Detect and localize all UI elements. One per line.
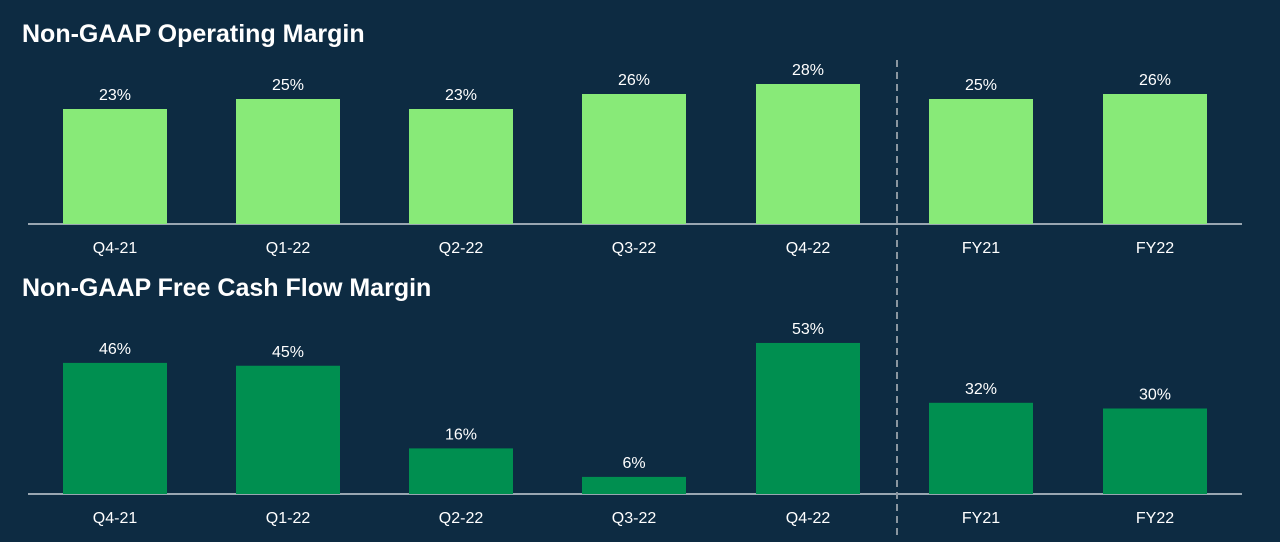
data-label: 45%: [272, 344, 304, 361]
x-tick-label: Q4-22: [786, 510, 831, 527]
x-tick-label: Q1-22: [266, 510, 311, 527]
operating-margin-chart: Non-GAAP Operating Margin 23% Q4-21 25% Q1-…: [22, 20, 1242, 257]
x-tick-label: Q3-22: [612, 240, 657, 257]
free-cash-flow-margin-chart: Non-GAAP Free Cash Flow Margin 46% Q4-21 4…: [22, 274, 1242, 527]
bar-q3-22: [582, 476, 686, 494]
data-label: 23%: [99, 87, 131, 104]
bar-q4-22: [756, 342, 860, 494]
chart-title: Non-GAAP Free Cash Flow Margin: [22, 274, 431, 302]
x-tick-label: Q2-22: [439, 510, 484, 527]
bar-fy22: [1103, 408, 1207, 494]
bar-q2-22: [409, 448, 513, 494]
bar-q4-21: [63, 362, 167, 494]
data-label: 25%: [272, 77, 304, 94]
x-tick-label: Q2-22: [439, 240, 484, 257]
data-label: 25%: [965, 77, 997, 94]
x-tick-label: Q4-21: [93, 240, 138, 257]
bar-fy21: [929, 402, 1033, 494]
bar-fy21: [929, 99, 1033, 224]
x-tick-label: Q1-22: [266, 240, 311, 257]
data-label: 30%: [1139, 387, 1171, 404]
data-label: 26%: [1139, 72, 1171, 89]
bar-q4-22: [756, 84, 860, 224]
x-tick-label: FY21: [962, 240, 1000, 257]
data-label: 23%: [445, 87, 477, 104]
bar-fy22: [1103, 94, 1207, 224]
x-tick-label: FY22: [1136, 240, 1174, 257]
bar-q1-22: [236, 365, 340, 494]
data-label: 16%: [445, 426, 477, 443]
data-label: 53%: [792, 321, 824, 338]
bar-q3-22: [582, 94, 686, 224]
x-tick-label: Q4-22: [786, 240, 831, 257]
x-tick-label: FY22: [1136, 510, 1174, 527]
data-label: 32%: [965, 381, 997, 398]
bar-q2-22: [409, 109, 513, 224]
data-label: 46%: [99, 341, 131, 358]
chart-title: Non-GAAP Operating Margin: [22, 20, 365, 48]
x-tick-label: FY21: [962, 510, 1000, 527]
data-label: 6%: [622, 455, 645, 472]
x-tick-label: Q3-22: [612, 510, 657, 527]
bar-q1-22: [236, 99, 340, 224]
bar-q4-21: [63, 109, 167, 224]
data-label: 26%: [618, 72, 650, 89]
x-tick-label: Q4-21: [93, 510, 138, 527]
data-label: 28%: [792, 62, 824, 79]
